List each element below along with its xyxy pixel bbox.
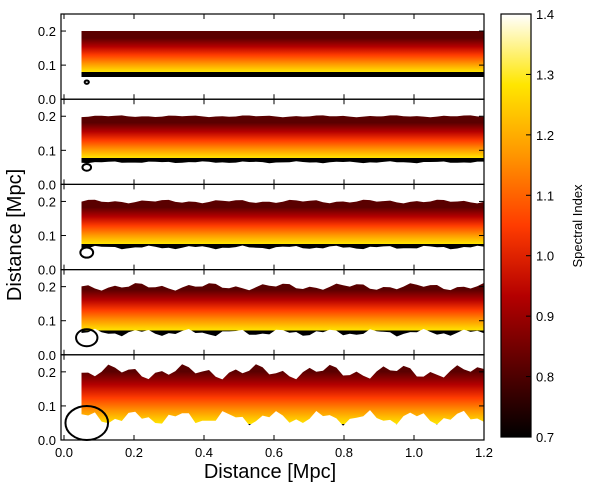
spectral-index-map [81,115,484,164]
x-tick-label: 0.4 [195,445,213,460]
beam-ellipse [83,79,90,85]
y-tick-label: 0.1 [38,229,56,244]
y-tick-label: 0.2 [38,109,56,124]
spectral-index-map [81,364,484,426]
y-tick-label: 0.2 [38,280,56,295]
colorbar-tick-label: 1.1 [536,188,554,203]
colorbar-tick-label: 1.3 [536,67,554,82]
y-axis-label: Distance [Mpc] [4,169,26,301]
y-tick-label: 0.1 [38,58,56,73]
spectral-index-map [81,282,484,337]
beam-ellipse [81,162,93,172]
x-axis-label: Distance [Mpc] [204,461,336,483]
panel-frame [60,354,485,441]
colorbar-label: Spectral Index [570,184,585,268]
panel-5: 0.0 0.1 0.2 [38,354,485,448]
y-tick-label: 0.2 [38,194,56,209]
y-tick-label: 0.1 [38,314,56,329]
y-tick-label: 0.0 [38,348,56,363]
panel-4: 0.0 0.1 0.2 [38,269,485,363]
panels: 0.00.10.20.00.10.20.00.10.20.00.10.20.00… [38,13,485,448]
x-tick-label: 1.2 [475,445,493,460]
beam-ellipse [79,246,95,259]
beam-ellipse [75,328,99,348]
colorbar-tick-label: 0.9 [536,309,554,324]
y-tick-label: 0.0 [38,92,56,107]
colorbar-tick-label: 1.0 [536,249,554,264]
panel-3: 0.0 0.1 0.2 [38,183,485,278]
y-tick-label: 0.0 [38,177,56,192]
x-tick-label: 0.0 [55,445,73,460]
colorbar-scale [500,13,532,438]
panel-2: 0.0 0.1 0.2 [38,98,485,192]
y-tick-label: 0.1 [38,143,56,158]
x-tick-label: 0.6 [265,445,283,460]
colorbar-tick-label: 1.2 [536,128,554,143]
colorbar: 0.7 0.8 0.9 1.0 1.1 1.2 1.3 1.4 [500,7,554,445]
spectral-index-map [81,31,484,77]
spectral-index-map [81,199,484,250]
y-tick-label: 0.2 [38,24,56,39]
x-tick-label: 0.2 [125,445,143,460]
colorbar-tick-label: 1.4 [536,7,554,22]
y-tick-label: 0.2 [38,365,56,380]
y-tick-label: 0.0 [38,263,56,278]
colorbar-tick-label: 0.8 [536,370,554,385]
x-tick-label: 0.8 [335,445,353,460]
panel-1: 0.0 0.1 0.2 [38,13,485,107]
colorbar-tick-label: 0.7 [536,430,554,445]
y-tick-label: 0.0 [38,433,56,448]
y-tick-label: 0.1 [38,399,56,414]
x-tick-label: 1.0 [405,445,423,460]
x-axis: 0.0 0.2 0.4 0.6 0.8 1.0 1.2 [55,445,493,460]
